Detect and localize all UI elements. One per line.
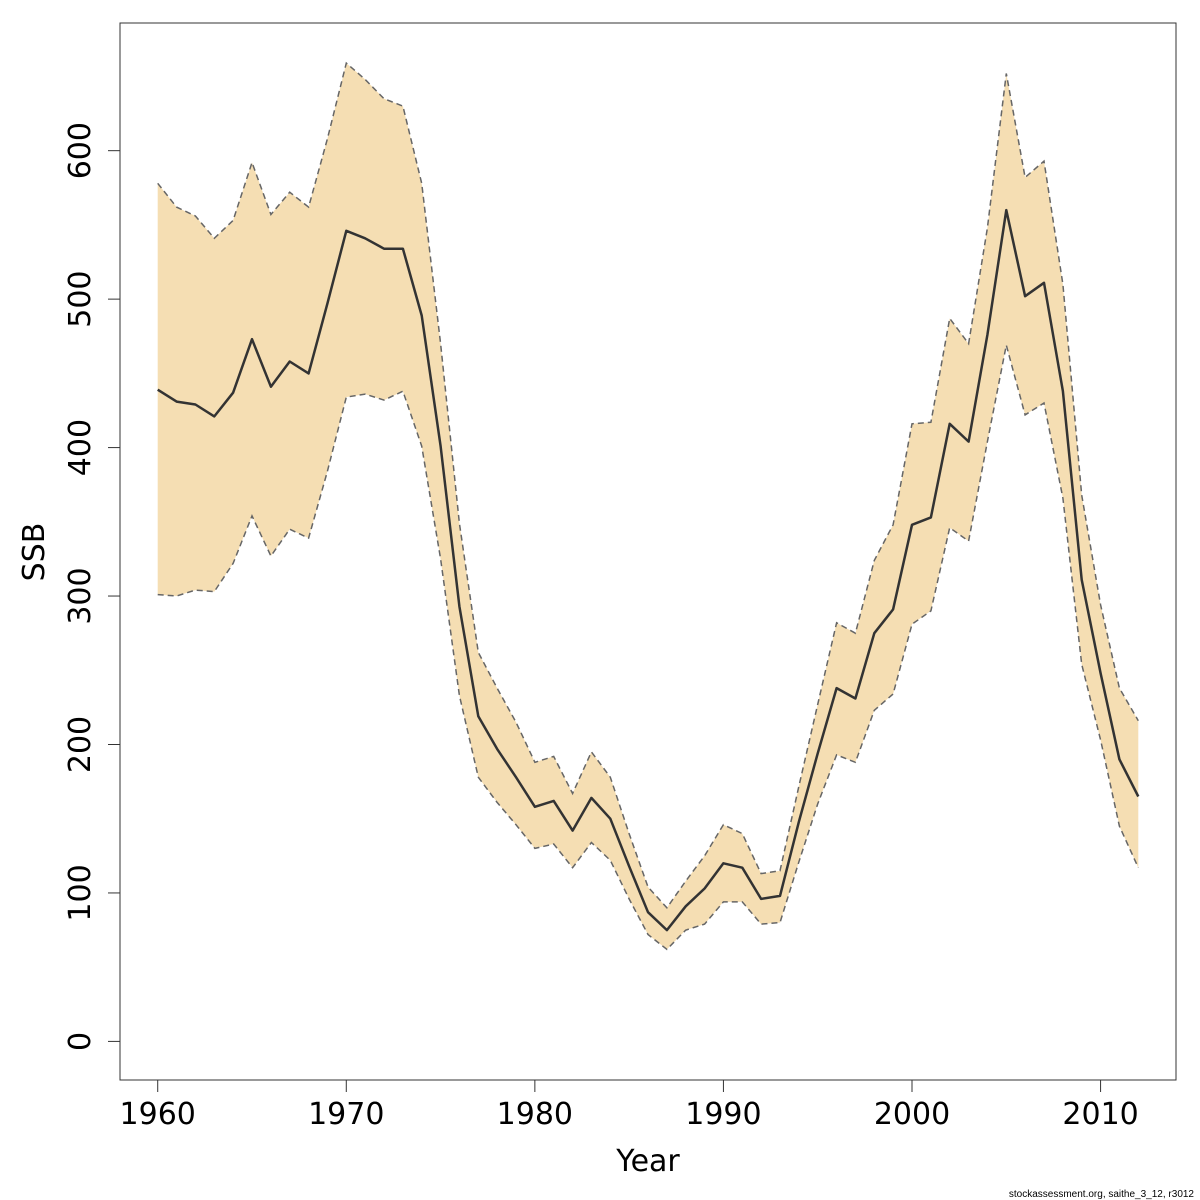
x-axis: 1960 1970 1980 1990 2000 2010 — [120, 1079, 1139, 1132]
x-tick-label: 2000 — [874, 1097, 950, 1132]
footer-credit: stockassessment.org, saithe_3_12, r3012 — [1009, 1189, 1195, 1200]
x-tick-label: 1980 — [497, 1097, 573, 1132]
ssb-line — [157, 208, 1140, 932]
y-tick-label: 300 — [63, 567, 98, 624]
x-tick-label: 1970 — [308, 1097, 384, 1132]
upper-bound-line — [157, 61, 1139, 909]
y-tick-label: 400 — [63, 419, 98, 476]
y-tick-label: 0 — [63, 1032, 98, 1051]
confidence-band-layer — [157, 63, 1139, 950]
y-tick-label: 200 — [63, 716, 98, 773]
y-tick-label: 600 — [63, 122, 98, 179]
lower-bound-line — [157, 344, 1139, 951]
y-tick-label: 100 — [63, 864, 98, 921]
x-tick-label: 1960 — [120, 1097, 196, 1132]
x-axis-title: Year — [615, 1144, 680, 1179]
confidence-band — [157, 63, 1139, 950]
x-tick-label: 1990 — [685, 1097, 761, 1132]
y-tick-label: 500 — [63, 270, 98, 327]
y-axis: 0 100 200 300 400 500 600 — [63, 122, 121, 1051]
y-axis-title: SSB — [17, 523, 52, 582]
series-line-layer — [157, 61, 1140, 951]
x-tick-label: 2010 — [1062, 1097, 1138, 1132]
